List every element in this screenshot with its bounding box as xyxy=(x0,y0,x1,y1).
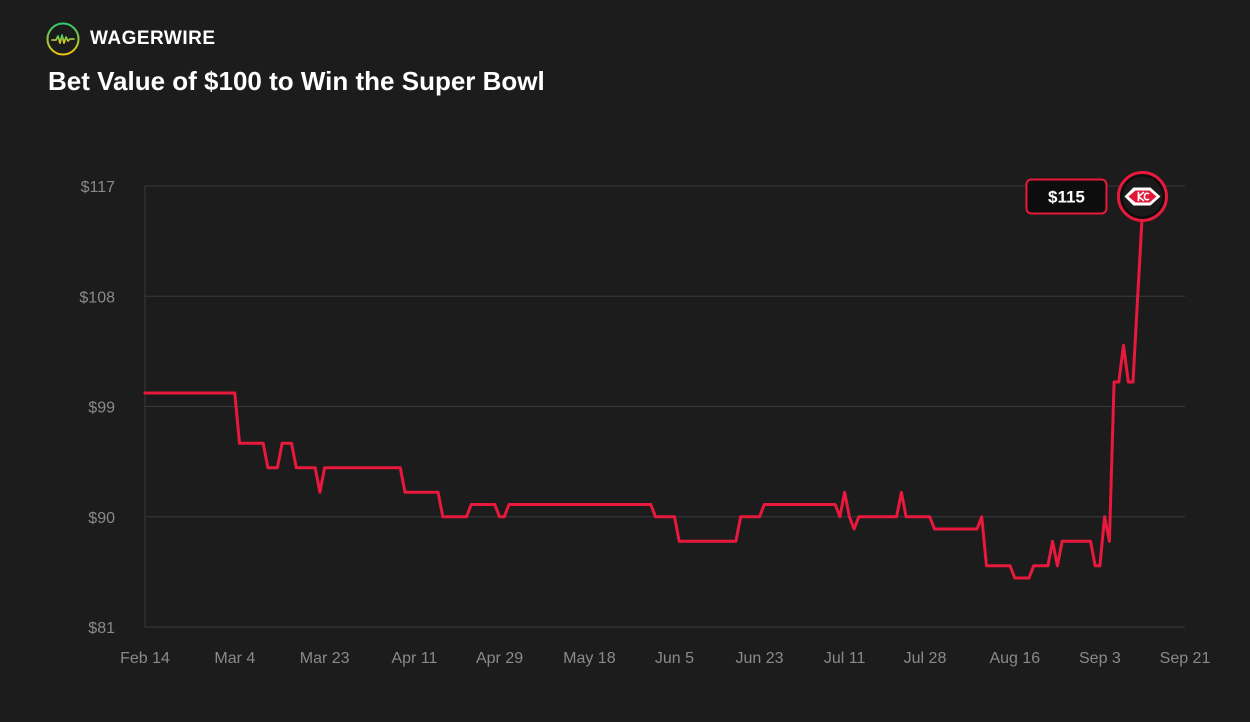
end-value-badge: $115 xyxy=(1025,178,1108,215)
x-tick-label: Jun 5 xyxy=(655,650,694,667)
series-layer xyxy=(143,209,1144,580)
y-tick-label: $117 xyxy=(81,179,116,196)
series-line xyxy=(143,209,1144,580)
x-tick-label: May 18 xyxy=(563,650,616,667)
chart-title: Bet Value of $100 to Win the Super Bowl xyxy=(48,66,545,96)
x-tick-label: Jun 23 xyxy=(736,650,784,667)
y-tick-label: $108 xyxy=(79,289,115,306)
x-tick-label: Sep 3 xyxy=(1079,650,1121,667)
x-tick-label: Jul 28 xyxy=(904,650,947,667)
brand-name: WAGERWIRE xyxy=(90,28,216,49)
x-tick-label: Feb 14 xyxy=(120,650,170,667)
x-tick-label: Aug 16 xyxy=(989,650,1040,667)
x-tick-label: Mar 23 xyxy=(300,650,350,667)
x-tick-label: Apr 29 xyxy=(476,650,523,667)
x-tick-label: Apr 11 xyxy=(391,650,437,667)
end-value-label: $115 xyxy=(1048,188,1085,207)
y-tick-label: $90 xyxy=(88,510,115,527)
y-tick-label: $99 xyxy=(88,400,115,417)
x-tick-label: Jul 11 xyxy=(824,650,866,667)
brand: WAGERWIRE xyxy=(46,22,216,56)
y-axis-ticks: $117 $108 $99 $90 $81 xyxy=(79,179,115,637)
pulse-icon xyxy=(46,22,80,56)
x-tick-label: Sep 21 xyxy=(1160,650,1211,667)
x-axis-ticks: Feb 14 Mar 4 Mar 23 Apr 11 Apr 29 May 18 Jun 5… xyxy=(120,650,1210,667)
chiefs-logo-icon xyxy=(1116,171,1168,222)
end-marker: $115 xyxy=(1025,171,1168,222)
x-tick-label: Mar 4 xyxy=(214,650,255,667)
y-tick-label: $81 xyxy=(88,620,115,637)
grid-lines xyxy=(144,185,1185,628)
